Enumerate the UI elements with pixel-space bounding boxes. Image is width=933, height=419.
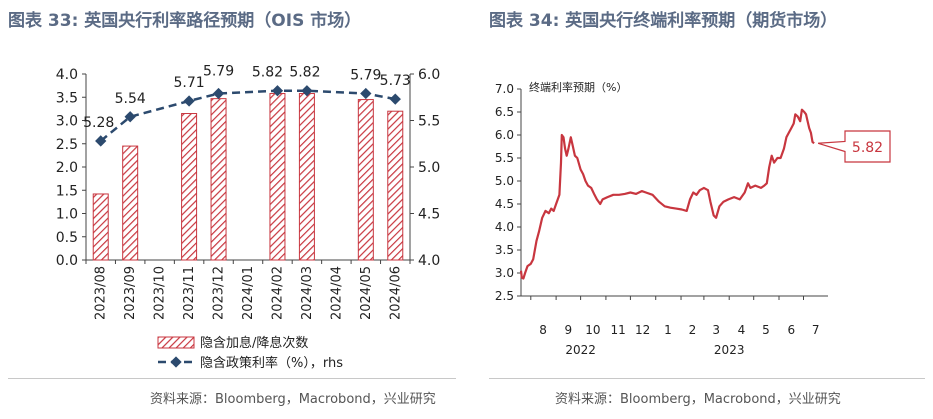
x-tick-label: 2023/08	[94, 266, 109, 320]
legend-bar-swatch	[157, 336, 195, 349]
left-y-tick-label: 2.5	[56, 137, 78, 153]
right-y-tick-label: 4.0	[418, 253, 440, 269]
y-tick-label: 3.5	[495, 243, 514, 257]
x-year-label: 2022	[565, 343, 596, 357]
y-tick-label: 4.0	[495, 220, 514, 234]
x-tick-label: 2023/11	[182, 266, 197, 320]
x-month-label: 3	[712, 323, 720, 337]
terminal-rate-line	[519, 108, 815, 280]
x-tick-label: 2023/12	[212, 266, 227, 320]
x-month-label: 5	[762, 323, 770, 337]
left-y-tick-label: 0.5	[56, 230, 78, 246]
bar-implied-moves	[387, 110, 404, 261]
left-divider	[8, 378, 456, 379]
rate-data-label: 5.71	[174, 75, 205, 91]
bar-implied-moves	[357, 99, 374, 261]
y-axis-label: 终端利率预期（%）	[529, 80, 627, 94]
y-tick-label: 4.5	[495, 197, 514, 211]
left-y-tick-label: 1.5	[56, 183, 78, 199]
right-y-tick-label: 6.0	[418, 67, 440, 83]
x-tick-label: 2024/05	[359, 266, 374, 320]
rate-data-label: 5.73	[380, 73, 411, 89]
x-month-label: 6	[787, 323, 795, 337]
left-y-tick-label: 3.0	[56, 114, 78, 130]
y-tick-label: 5.0	[495, 174, 514, 188]
legend-line-marker	[170, 356, 182, 368]
left-y-tick-label: 0.0	[56, 253, 78, 269]
right-source-note: 资料来源：Bloomberg，Macrobond，兴业研究	[555, 392, 841, 407]
bar-implied-moves	[181, 113, 198, 261]
x-month-label: 4	[738, 323, 746, 337]
policy-rate-path-chart: 0.0 0.5 1.0 1.5 2.0 2.5 3.0 3.5 4.0 4.0 4.5 5.0 5.5 6…	[56, 64, 441, 371]
legend-line-label: 隐含政策利率（%），rhs	[200, 355, 343, 371]
rate-data-label: 5.79	[203, 64, 234, 80]
y-tick-label: 3.0	[495, 266, 514, 280]
left-y-tick-label: 4.0	[56, 67, 78, 83]
y-tick-label: 6.5	[495, 105, 514, 119]
left-source-note: 资料来源：Bloomberg，Macrobond，兴业研究	[150, 392, 436, 407]
x-tick-label: 2024/01	[241, 266, 256, 320]
x-month-label: 1	[664, 323, 672, 337]
rate-data-label: 5.82	[252, 65, 283, 81]
right-chart-title: 图表 34: 英国央行终端利率预期（期货市场）	[489, 11, 838, 31]
x-tick-label: 2023/10	[153, 266, 168, 320]
left-y-tick-label: 1.0	[56, 207, 78, 223]
terminal-rate-chart: 2.5 3.0 3.5 4.0 4.5 5.0 5.5 6.0 6.5 7.0 终端利率预期（%） 8…	[495, 80, 891, 357]
x-month-label: 11	[611, 323, 626, 337]
x-tick-label: 2024/04	[329, 266, 344, 320]
y-tick-label: 7.0	[495, 82, 514, 96]
x-tick-label: 2024/02	[270, 266, 285, 320]
left-y-tick-label: 2.0	[56, 160, 78, 176]
x-month-label: 8	[539, 323, 547, 337]
right-y-tick-label: 5.0	[418, 160, 440, 176]
bar-implied-moves	[92, 193, 109, 261]
rate-data-label: 5.54	[115, 91, 146, 107]
legend-bar-label: 隐含加息/降息次数	[200, 335, 308, 351]
x-month-label: 2	[689, 323, 697, 337]
x-tick-label: 2024/03	[300, 266, 315, 320]
x-tick-label: 2023/09	[123, 266, 138, 320]
right-y-tick-label: 4.5	[418, 207, 440, 223]
implied-policy-rate-line	[99, 89, 396, 142]
rate-marker	[124, 111, 136, 123]
x-month-label: 10	[585, 323, 600, 337]
right-divider	[489, 378, 925, 379]
left-y-tick-label: 3.5	[56, 90, 78, 106]
y-tick-label: 6.0	[495, 128, 514, 142]
rate-data-label: 5.79	[350, 68, 381, 84]
bar-implied-moves	[122, 145, 139, 261]
right-y-tick-label: 5.5	[418, 114, 440, 130]
x-tick-label: 2024/06	[388, 266, 403, 320]
x-month-label: 7	[812, 323, 820, 337]
x-month-label: 12	[635, 323, 650, 337]
rate-data-label: 5.82	[289, 65, 320, 81]
y-tick-label: 2.5	[495, 289, 514, 303]
callout-value: 5.82	[852, 140, 883, 156]
y-tick-label: 5.5	[495, 151, 514, 165]
left-chart-title: 图表 33: 英国央行利率路径预期（OIS 市场）	[8, 11, 362, 31]
x-year-label: 2023	[714, 343, 745, 357]
callout-box	[817, 130, 891, 163]
x-month-label: 9	[565, 323, 573, 337]
rate-data-label: 5.28	[83, 115, 114, 131]
